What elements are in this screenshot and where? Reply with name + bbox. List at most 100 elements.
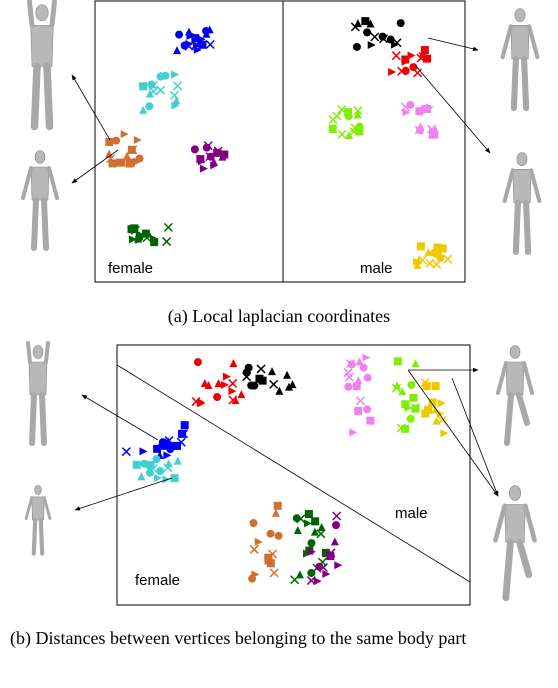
arm xyxy=(28,343,30,362)
point xyxy=(407,381,415,389)
point xyxy=(171,91,179,99)
leg xyxy=(47,67,50,127)
point xyxy=(388,68,396,76)
arm xyxy=(49,168,57,198)
point xyxy=(344,383,352,391)
torso xyxy=(29,362,47,395)
leg xyxy=(42,395,44,443)
point xyxy=(412,359,420,367)
point xyxy=(291,576,299,584)
point xyxy=(304,519,312,527)
point xyxy=(397,19,405,27)
point xyxy=(172,96,180,104)
point xyxy=(221,381,229,389)
point xyxy=(247,381,255,389)
point xyxy=(117,159,125,167)
point xyxy=(164,223,172,231)
head xyxy=(36,5,49,21)
torso xyxy=(31,25,54,66)
arm xyxy=(46,343,48,362)
point xyxy=(267,530,275,538)
caption: (b) Distances between vertices belonging… xyxy=(10,627,550,650)
point xyxy=(438,399,446,407)
torso xyxy=(32,497,45,520)
leg xyxy=(507,395,511,443)
arm xyxy=(495,506,504,541)
point xyxy=(200,165,208,173)
point xyxy=(181,421,189,429)
point xyxy=(139,447,147,455)
arm xyxy=(524,363,532,393)
leg xyxy=(520,543,529,575)
arm xyxy=(531,170,539,201)
point xyxy=(363,405,371,413)
arm xyxy=(30,2,33,26)
point xyxy=(139,82,147,90)
point xyxy=(408,52,416,60)
leg xyxy=(35,67,38,127)
point xyxy=(412,405,420,413)
caption: (a) Local laplacian coordinates xyxy=(0,306,558,327)
point xyxy=(283,371,291,379)
body-model xyxy=(495,486,534,598)
point xyxy=(136,154,144,162)
point xyxy=(315,563,323,571)
point xyxy=(165,459,173,467)
leg xyxy=(34,520,35,554)
arrow xyxy=(428,38,478,50)
point xyxy=(109,159,117,167)
leg xyxy=(32,395,34,443)
point xyxy=(243,368,251,376)
point xyxy=(293,514,301,522)
torso xyxy=(505,505,526,543)
point xyxy=(133,461,141,469)
arm xyxy=(503,26,511,57)
leg xyxy=(44,200,46,248)
point xyxy=(142,230,150,238)
head xyxy=(35,485,42,494)
point xyxy=(257,365,265,373)
point xyxy=(354,407,362,415)
point xyxy=(338,130,346,138)
point xyxy=(434,250,442,258)
point xyxy=(317,530,325,538)
point xyxy=(174,457,182,465)
point xyxy=(156,467,164,475)
point xyxy=(237,390,245,398)
leg xyxy=(526,203,528,252)
point xyxy=(349,429,357,437)
leg xyxy=(519,395,527,423)
point xyxy=(333,512,341,520)
point xyxy=(137,472,145,480)
torso xyxy=(511,25,529,59)
torso xyxy=(513,169,531,203)
head xyxy=(33,346,43,359)
point xyxy=(163,238,171,246)
point xyxy=(305,510,313,518)
point xyxy=(134,136,142,144)
point xyxy=(255,538,263,546)
point xyxy=(264,554,272,562)
arm xyxy=(498,363,506,393)
leg xyxy=(516,203,518,252)
figure: female male male female (a) Local laplac… xyxy=(0,0,558,688)
point xyxy=(440,429,448,437)
point xyxy=(207,153,215,161)
point xyxy=(331,537,339,545)
leg xyxy=(506,543,511,598)
point xyxy=(428,398,436,406)
point xyxy=(345,112,353,120)
point xyxy=(432,382,440,390)
point xyxy=(229,359,237,367)
body-model xyxy=(23,151,57,249)
head xyxy=(517,153,527,166)
point xyxy=(353,43,361,51)
arm xyxy=(525,506,534,541)
body-model xyxy=(498,346,532,444)
arrow xyxy=(452,378,498,496)
point xyxy=(173,46,181,54)
leg xyxy=(524,59,526,108)
point xyxy=(154,474,162,482)
point xyxy=(426,259,434,267)
point xyxy=(353,382,361,390)
